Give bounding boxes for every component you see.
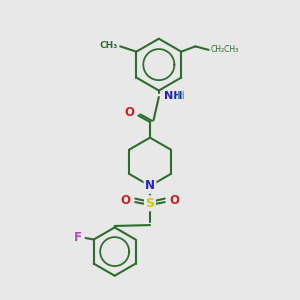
Text: F: F xyxy=(74,231,82,244)
Text: CH₂CH₃: CH₂CH₃ xyxy=(210,45,239,54)
Text: O: O xyxy=(120,194,130,207)
Text: NH: NH xyxy=(164,91,183,101)
Text: N: N xyxy=(145,179,155,192)
Text: O: O xyxy=(124,106,134,119)
Text: CH₃: CH₃ xyxy=(100,41,118,50)
Text: O: O xyxy=(170,194,180,207)
Text: S: S xyxy=(146,197,154,210)
Text: H: H xyxy=(176,91,184,101)
